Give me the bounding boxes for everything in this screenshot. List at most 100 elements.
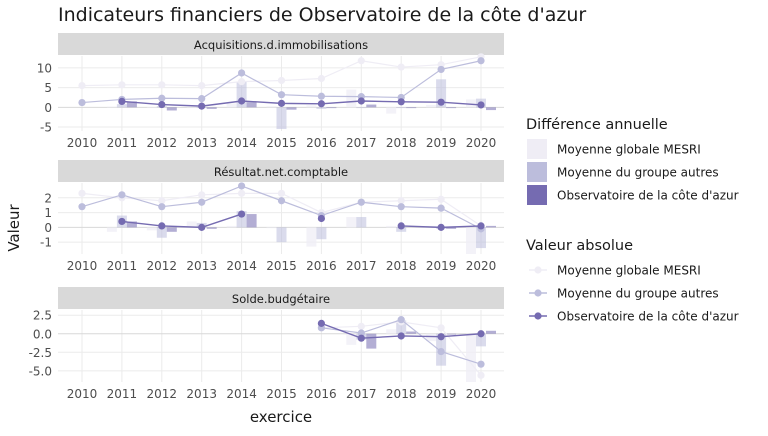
bar-observatoire-de-la-cote-d-azur bbox=[326, 107, 337, 109]
bar-moyenne-du-groupe-autres bbox=[276, 227, 287, 243]
y-tick-label: 10 bbox=[37, 61, 52, 75]
x-tick-label: 2018 bbox=[386, 259, 417, 273]
bar-observatoire-de-la-cote-d-azur bbox=[446, 333, 457, 335]
bar-moyenne-du-groupe-autres bbox=[476, 333, 486, 347]
bar-moyenne-globale-mesri bbox=[466, 333, 476, 382]
y-tick-label: 2.5 bbox=[33, 309, 52, 323]
line-observatoire-de-la-cote-d-azur bbox=[121, 100, 482, 107]
y-tick-label: 0.0 bbox=[33, 327, 52, 341]
point-observatoire-de-la-cote-d-azur bbox=[317, 100, 325, 108]
bar-observatoire-de-la-cote-d-azur bbox=[126, 221, 137, 228]
legend-line-label-moyenne-globale-mesri: Moyenne globale MESRI bbox=[557, 264, 701, 278]
y-tick-label: 0 bbox=[44, 221, 52, 235]
bar-observatoire-de-la-cote-d-azur bbox=[366, 333, 377, 349]
point-observatoire-de-la-cote-d-azur bbox=[277, 99, 286, 107]
bar-observatoire-de-la-cote-d-azur bbox=[406, 331, 417, 334]
point-moyenne-globale-mesri bbox=[78, 189, 86, 197]
point-moyenne-globale-mesri bbox=[357, 322, 365, 330]
bar-observatoire-de-la-cote-d-azur bbox=[286, 107, 297, 110]
bar-moyenne-du-groupe-autres bbox=[156, 227, 167, 238]
point-observatoire-de-la-cote-d-azur bbox=[437, 98, 445, 106]
point-observatoire-de-la-cote-d-azur bbox=[317, 319, 325, 327]
panel-acquisitions-d-immobilisations: Acquisitions.d.immobilisations -5 0 5 10 2010… bbox=[37, 33, 504, 150]
legend-point-swatch-observatoire-de-la-cote-d-azur bbox=[534, 312, 542, 320]
x-axis-title: exercice bbox=[250, 408, 312, 426]
point-moyenne-du-groupe-autres bbox=[198, 198, 206, 206]
x-tick-label: 2013 bbox=[186, 259, 217, 273]
x-tick-label: 2018 bbox=[386, 136, 417, 150]
bar-observatoire-de-la-cote-d-azur bbox=[126, 101, 137, 108]
strip-label: Résultat.net.comptable bbox=[214, 165, 348, 179]
point-moyenne-du-groupe-autres bbox=[437, 65, 445, 74]
point-observatoire-de-la-cote-d-azur bbox=[397, 222, 405, 230]
point-observatoire-de-la-cote-d-azur bbox=[437, 333, 445, 341]
point-observatoire-de-la-cote-d-azur bbox=[357, 334, 365, 342]
legend-bar-swatch-moyenne-globale-mesri bbox=[527, 139, 547, 159]
x-tick-label: 2010 bbox=[67, 136, 98, 150]
point-observatoire-de-la-cote-d-azur bbox=[357, 97, 365, 105]
strip-background bbox=[58, 160, 504, 182]
point-moyenne-globale-mesri bbox=[118, 81, 126, 89]
strip-background bbox=[58, 33, 504, 55]
legend-bar-swatch-moyenne-du-groupe-autres bbox=[527, 162, 547, 182]
panel-solde-budgetaire: Solde.budgétaire -5.0 -2.5 0.0 2.5 2010 2011 20… bbox=[29, 287, 504, 401]
point-moyenne-du-groupe-autres bbox=[357, 198, 365, 206]
strip-label: Solde.budgétaire bbox=[232, 292, 330, 306]
point-observatoire-de-la-cote-d-azur bbox=[317, 214, 325, 223]
x-tick-label: 2012 bbox=[147, 259, 178, 273]
bar-moyenne-globale-mesri bbox=[386, 329, 397, 334]
point-observatoire-de-la-cote-d-azur bbox=[238, 97, 246, 105]
point-moyenne-du-groupe-autres bbox=[397, 316, 405, 324]
point-moyenne-du-groupe-autres bbox=[477, 360, 485, 368]
point-moyenne-du-groupe-autres bbox=[158, 94, 166, 102]
bar-moyenne-globale-mesri bbox=[386, 107, 397, 114]
bar-observatoire-de-la-cote-d-azur bbox=[246, 102, 257, 108]
bar-moyenne-globale-mesri bbox=[346, 89, 357, 108]
point-moyenne-globale-mesri bbox=[158, 81, 166, 89]
x-tick-label: 2017 bbox=[346, 259, 377, 273]
point-moyenne-du-groupe-autres bbox=[437, 347, 445, 356]
bar-observatoire-de-la-cote-d-azur bbox=[206, 227, 217, 229]
bar-moyenne-globale-mesri bbox=[466, 99, 476, 108]
bar-moyenne-du-groupe-autres bbox=[396, 320, 407, 334]
bar-moyenne-du-groupe-autres bbox=[316, 107, 327, 109]
point-observatoire-de-la-cote-d-azur bbox=[477, 330, 485, 338]
legend-point-swatch-moyenne-du-groupe-autres bbox=[534, 289, 542, 297]
bar-moyenne-globale-mesri bbox=[306, 227, 317, 247]
x-tick-label: 2014 bbox=[226, 136, 257, 150]
point-moyenne-du-groupe-autres bbox=[437, 204, 445, 212]
x-tick-label: 2017 bbox=[346, 136, 377, 150]
point-moyenne-globale-mesri bbox=[158, 197, 166, 205]
bar-moyenne-globale-mesri bbox=[106, 227, 117, 232]
x-tick-label: 2011 bbox=[107, 136, 138, 150]
strip-label: Acquisitions.d.immobilisations bbox=[194, 38, 368, 52]
bar-moyenne-du-groupe-autres bbox=[396, 107, 407, 109]
x-tick-label: 2019 bbox=[426, 259, 457, 273]
point-moyenne-du-groupe-autres bbox=[477, 57, 485, 65]
bar-moyenne-globale-mesri bbox=[346, 217, 357, 228]
bar-moyenne-globale-mesri bbox=[106, 106, 117, 108]
point-moyenne-globale-mesri bbox=[238, 189, 246, 197]
x-tick-label: 2017 bbox=[346, 387, 377, 401]
point-moyenne-globale-mesri bbox=[397, 197, 405, 205]
bar-moyenne-globale-mesri bbox=[226, 225, 237, 228]
point-moyenne-globale-mesri bbox=[357, 57, 365, 65]
bar-moyenne-globale-mesri bbox=[146, 107, 157, 109]
point-observatoire-de-la-cote-d-azur bbox=[198, 223, 206, 231]
point-moyenne-du-groupe-autres bbox=[158, 203, 166, 211]
point-moyenne-du-groupe-autres bbox=[238, 69, 246, 77]
legend: Différence annuelle Moyenne globale MESR… bbox=[526, 117, 739, 324]
bar-observatoire-de-la-cote-d-azur bbox=[446, 107, 457, 109]
point-observatoire-de-la-cote-d-azur bbox=[437, 223, 445, 231]
x-tick-label: 2011 bbox=[107, 259, 138, 273]
x-tick-label: 2016 bbox=[306, 387, 337, 401]
bar-moyenne-du-groupe-autres bbox=[396, 227, 407, 232]
point-observatoire-de-la-cote-d-azur bbox=[158, 222, 166, 230]
bar-moyenne-globale-mesri bbox=[266, 106, 277, 108]
x-tick-label: 2012 bbox=[147, 136, 178, 150]
x-tick-label: 2011 bbox=[107, 387, 138, 401]
point-moyenne-globale-mesri bbox=[277, 189, 286, 197]
bar-observatoire-de-la-cote-d-azur bbox=[486, 225, 496, 228]
bar-moyenne-globale-mesri bbox=[426, 333, 437, 342]
point-observatoire-de-la-cote-d-azur bbox=[158, 100, 166, 109]
